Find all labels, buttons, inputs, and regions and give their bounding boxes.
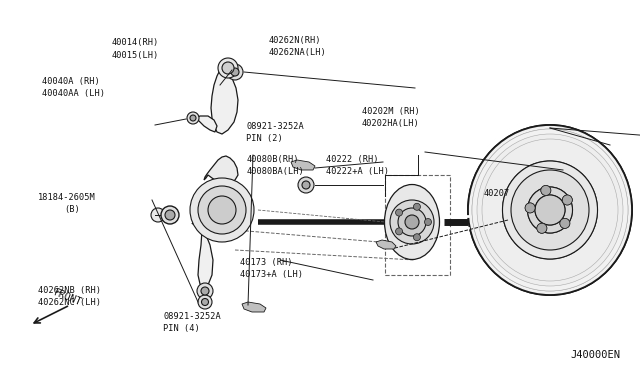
Ellipse shape [472, 129, 628, 291]
Text: FRONT: FRONT [52, 288, 83, 308]
Text: 40173 (RH): 40173 (RH) [240, 258, 292, 267]
Circle shape [413, 203, 420, 210]
Circle shape [190, 178, 254, 242]
Ellipse shape [466, 117, 634, 291]
Circle shape [222, 62, 234, 74]
Circle shape [398, 208, 426, 236]
Ellipse shape [511, 170, 589, 250]
Circle shape [302, 181, 310, 189]
Circle shape [537, 223, 547, 233]
Ellipse shape [468, 125, 632, 295]
Ellipse shape [482, 139, 618, 281]
Polygon shape [196, 116, 217, 132]
Circle shape [413, 234, 420, 241]
Circle shape [165, 210, 175, 220]
Text: PIN (4): PIN (4) [163, 324, 200, 333]
Circle shape [198, 186, 246, 234]
Ellipse shape [502, 161, 598, 259]
Text: 08921-3252A: 08921-3252A [163, 312, 221, 321]
Polygon shape [211, 65, 238, 134]
Circle shape [202, 298, 209, 305]
Circle shape [396, 228, 403, 235]
Circle shape [525, 203, 535, 213]
Circle shape [563, 195, 572, 205]
Circle shape [541, 185, 551, 195]
Ellipse shape [385, 185, 440, 260]
Circle shape [560, 218, 570, 228]
Text: 40202M (RH): 40202M (RH) [362, 107, 419, 116]
Text: (B): (B) [64, 205, 80, 214]
Polygon shape [291, 160, 315, 170]
Circle shape [563, 195, 572, 205]
Text: 40014(RH): 40014(RH) [112, 38, 159, 47]
Circle shape [190, 115, 196, 121]
Text: 40262NC (LH): 40262NC (LH) [38, 298, 101, 307]
Ellipse shape [502, 161, 598, 259]
Polygon shape [376, 240, 396, 249]
Text: 40040A (RH): 40040A (RH) [42, 77, 99, 86]
Circle shape [396, 209, 403, 216]
Ellipse shape [482, 139, 618, 281]
Circle shape [537, 223, 547, 233]
Text: 40207: 40207 [483, 189, 509, 198]
Ellipse shape [477, 134, 623, 286]
Circle shape [201, 287, 209, 295]
Ellipse shape [472, 129, 628, 291]
Text: 18184-2605M: 18184-2605M [38, 193, 96, 202]
Circle shape [197, 283, 213, 299]
Polygon shape [192, 216, 226, 234]
Ellipse shape [511, 170, 589, 250]
Circle shape [161, 206, 179, 224]
Circle shape [151, 208, 165, 222]
Circle shape [187, 112, 199, 124]
Ellipse shape [535, 195, 565, 225]
Text: 40080B(RH): 40080B(RH) [246, 155, 299, 164]
Circle shape [198, 295, 212, 309]
Ellipse shape [527, 187, 573, 233]
Polygon shape [242, 302, 266, 312]
Circle shape [298, 177, 314, 193]
Circle shape [231, 68, 239, 76]
Ellipse shape [527, 187, 573, 233]
Circle shape [390, 200, 434, 244]
Text: 40202HA(LH): 40202HA(LH) [362, 119, 419, 128]
Bar [385, 175, 450, 275]
Text: 40173+A (LH): 40173+A (LH) [240, 270, 303, 279]
Ellipse shape [535, 195, 565, 225]
Circle shape [208, 196, 236, 224]
Polygon shape [204, 156, 238, 184]
Text: 40222 (RH): 40222 (RH) [326, 155, 379, 164]
Text: 40015(LH): 40015(LH) [112, 51, 159, 60]
Ellipse shape [477, 134, 623, 286]
Text: 40262N(RH): 40262N(RH) [269, 36, 321, 45]
Text: 40080BA(LH): 40080BA(LH) [246, 167, 304, 176]
Circle shape [218, 58, 238, 78]
Ellipse shape [468, 125, 632, 295]
Circle shape [560, 218, 570, 228]
Text: J40000EN: J40000EN [570, 350, 620, 360]
Text: 08921-3252A: 08921-3252A [246, 122, 304, 131]
Text: 40040AA (LH): 40040AA (LH) [42, 89, 104, 98]
Circle shape [424, 218, 431, 225]
Circle shape [525, 203, 535, 213]
Text: 40262NB (RH): 40262NB (RH) [38, 286, 101, 295]
Text: 40262NA(LH): 40262NA(LH) [269, 48, 326, 57]
Text: PIN (2): PIN (2) [246, 134, 283, 143]
Polygon shape [198, 230, 213, 288]
Circle shape [541, 185, 551, 195]
Text: 40222+A (LH): 40222+A (LH) [326, 167, 389, 176]
Circle shape [405, 215, 419, 229]
Circle shape [227, 64, 243, 80]
